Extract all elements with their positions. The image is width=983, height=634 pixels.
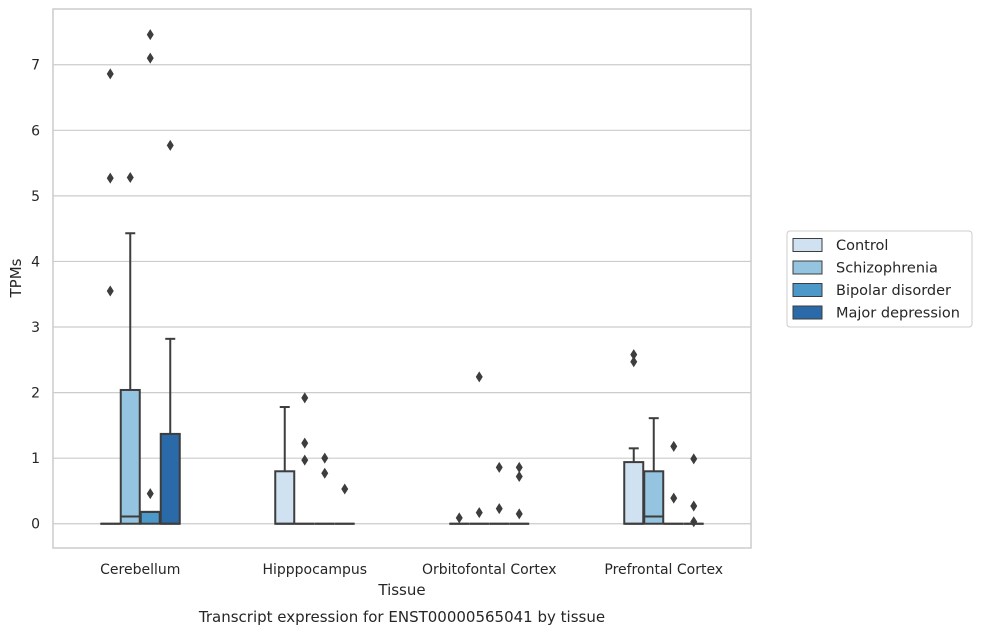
box-group [294,392,315,525]
outlier-point [475,371,483,383]
box-group [314,452,335,525]
y-axis-title: TPMs [7,258,25,298]
box-group [159,139,181,525]
box-group [119,172,141,525]
outlier-point [106,285,114,297]
outlier-point [690,516,698,528]
outlier-point [475,507,483,519]
y-tick-label: 6 [31,123,40,139]
box-group [683,453,704,528]
x-axis-title: Tissue [377,581,425,599]
outlier-point [146,29,154,41]
y-tick-label: 1 [31,451,40,467]
box-group [469,371,490,525]
box [623,461,645,525]
legend: Control Schizophrenia Bipolar disorder Majo… [786,230,973,328]
box-group [509,461,530,525]
box-group [489,461,510,525]
legend-label: Control [836,238,888,254]
y-axis-ticks: 0 1 2 3 4 5 6 7 [31,58,40,533]
box-group [643,417,665,525]
outlier-point [515,471,523,483]
legend-swatch [792,283,823,297]
legend-swatch [792,305,823,320]
outlier-point [455,512,463,524]
outlier-point [321,452,329,464]
outlier-point [630,356,638,368]
y-tick-label: 5 [31,189,40,205]
x-axis-ticks: Cerebellum Hipppocampus Orbitofontal Corte… [100,562,723,578]
chart-title: Transcript expression for ENST0000056504… [198,608,605,626]
plot-area [100,29,704,528]
outlier-point [515,508,523,520]
box-group [139,29,161,525]
y-tick-label: 2 [31,386,40,402]
outlier-point [515,461,523,473]
outlier-point [106,172,114,184]
outlier-point [166,139,174,151]
box [159,432,181,525]
legend-swatch [792,238,823,252]
outlier-point [495,461,503,473]
outlier-point [495,503,503,515]
y-tick-label: 3 [31,320,40,336]
y-tick-label: 0 [31,517,40,533]
outlier-point [630,349,638,361]
outlier-point [301,437,309,449]
outlier-point [301,454,309,466]
outlier-point [321,467,329,479]
legend-swatch [792,260,823,275]
box [139,510,161,525]
outlier-point [670,492,678,504]
box-group [623,349,645,525]
box [119,388,141,525]
x-tick-label: Hipppocampus [262,562,367,578]
y-tick-label: 7 [31,58,40,74]
outlier-point [690,453,698,465]
legend-label: Schizophrenia [836,261,938,277]
x-tick-label: Orbitofontal Cortex [422,562,557,578]
outlier-point [690,500,698,512]
x-tick-label: Cerebellum [100,562,180,578]
y-tick-label: 4 [31,254,40,270]
outlier-point [341,483,349,495]
outlier-point [126,172,134,184]
legend-label: Major depression [836,306,960,322]
box-group [100,68,121,525]
box-group [274,406,296,525]
outlier-point [146,52,154,64]
outlier-point [670,440,678,452]
plot-frame [52,8,752,549]
box-group [334,483,355,525]
box-group [449,512,470,525]
box [274,470,296,525]
outlier-point [146,488,154,500]
box-group [663,440,684,525]
box [643,470,665,525]
gridlines [53,64,751,525]
outlier-point [301,392,309,404]
legend-frame [786,230,973,328]
x-tick-label: Prefrontal Cortex [604,562,723,578]
outlier-point [106,68,114,80]
legend-label: Bipolar disorder [836,283,951,299]
